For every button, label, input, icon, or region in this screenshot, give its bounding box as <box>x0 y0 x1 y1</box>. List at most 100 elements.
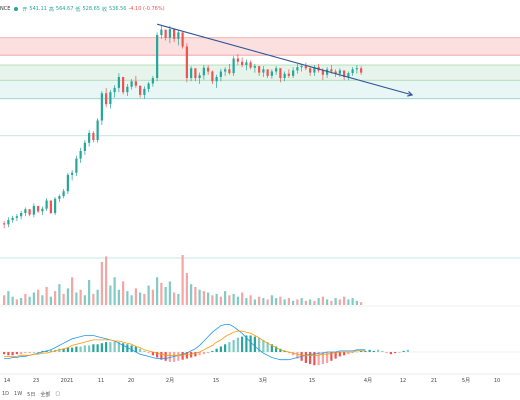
macd-histogram-bar <box>215 348 218 352</box>
volume-bar <box>24 293 27 305</box>
macd-histogram-bar <box>326 352 329 363</box>
x-tick-label: 4月 <box>364 378 372 384</box>
volume-bar <box>228 295 231 305</box>
macd-histogram-bar <box>151 352 154 356</box>
volume-bar <box>100 261 103 305</box>
macd-histogram-bar <box>224 344 227 352</box>
macd-histogram-bar <box>100 343 103 352</box>
candle-body <box>96 120 99 141</box>
candle-body <box>177 32 180 39</box>
volume-bar <box>113 277 116 305</box>
range-button-1[interactable]: 1D <box>2 391 10 397</box>
candle-body <box>338 70 341 74</box>
macd-histogram-bar <box>113 341 116 352</box>
candle-body <box>79 150 82 159</box>
candle-body <box>241 61 244 65</box>
x-tick-label: 2021 <box>61 378 74 384</box>
macd-histogram-bar <box>79 346 82 352</box>
macd-histogram-bar <box>185 352 188 359</box>
candle-body <box>360 68 363 73</box>
volume-bar <box>11 296 14 305</box>
candle-body <box>71 172 74 175</box>
candle-body <box>147 83 150 89</box>
macd-histogram-bar <box>372 350 375 352</box>
candle-body <box>100 93 103 121</box>
candle-body <box>83 142 86 151</box>
volume-bar <box>287 298 290 305</box>
macd-histogram-bar <box>173 352 176 362</box>
candle-body <box>321 70 324 75</box>
x-tick-label: 21 <box>431 378 437 384</box>
macd-histogram-bar <box>368 349 371 352</box>
x-tick-label: 11 <box>98 378 104 384</box>
candle-body <box>236 58 239 62</box>
candle-body <box>92 133 95 141</box>
macd-histogram-bar <box>71 347 74 352</box>
macd-histogram-bar <box>96 344 99 352</box>
macd-histogram-bar <box>377 349 380 352</box>
volume-bar <box>130 295 133 305</box>
range-button-4[interactable]: 全部 <box>40 391 51 398</box>
volume-bar <box>300 298 303 305</box>
volume-bar <box>262 298 265 305</box>
macd-histogram-bar <box>385 352 388 354</box>
quote-header: NCE 开 541.11 高 564.67 低 528.65 收 536.56 … <box>0 3 165 15</box>
macd-histogram-bar <box>15 352 18 355</box>
macd-histogram-bar <box>279 348 282 352</box>
candle-body <box>279 68 282 79</box>
volume-bar <box>32 292 35 305</box>
range-button-3[interactable]: 5日 <box>27 391 36 398</box>
candle-body <box>7 220 10 225</box>
volume-bar <box>194 286 197 305</box>
candle-body <box>134 81 137 86</box>
volume-bar <box>45 286 48 305</box>
volume-bar <box>58 284 61 305</box>
macd-histogram-bar <box>41 350 44 352</box>
volume-bar <box>185 273 188 305</box>
high-label: 高 <box>48 6 54 13</box>
candle-body <box>37 205 40 212</box>
candle-body <box>249 62 252 68</box>
macd-histogram-bar <box>236 337 239 352</box>
candle-body <box>334 71 337 74</box>
candle-body <box>313 67 316 73</box>
candle-body <box>45 200 48 209</box>
volume-bar <box>147 285 150 305</box>
macd-histogram-bar <box>321 352 324 365</box>
candle-body <box>202 67 205 76</box>
candle-body <box>198 75 201 79</box>
calendar-icon[interactable]: ▢ <box>55 391 61 397</box>
trendline <box>156 23 413 96</box>
macd-histogram-bar <box>92 344 95 352</box>
candle-body <box>270 71 273 76</box>
volume-bar <box>66 288 69 305</box>
macd-histogram-bar <box>177 352 180 361</box>
volume-bar <box>181 255 184 305</box>
macd-histogram-bar <box>198 352 201 356</box>
candle-body <box>262 69 265 73</box>
volume-bar <box>20 298 23 305</box>
open-label: 开 <box>22 6 28 13</box>
macd-histogram-bar <box>45 350 48 352</box>
volume-bar <box>62 293 65 305</box>
macd-histogram-bar <box>83 345 86 352</box>
candle-body <box>32 205 35 215</box>
range-button-2[interactable]: 1W <box>14 391 23 397</box>
candle-body <box>351 69 354 74</box>
macd-histogram-bar <box>117 342 120 352</box>
candle-body <box>28 209 31 215</box>
macd-histogram-bar <box>147 352 150 354</box>
macd-histogram-bar <box>139 348 142 352</box>
macd-histogram-bar <box>287 352 290 354</box>
macd-histogram-bar <box>249 335 252 352</box>
x-tick-label: 10 <box>494 378 500 384</box>
volume-bar <box>215 293 218 305</box>
macd-histogram-bar <box>360 350 363 352</box>
candle-body <box>130 81 133 87</box>
x-tick-label: 2月 <box>166 378 174 384</box>
candle-body <box>296 67 299 71</box>
macd-histogram-bar <box>253 336 256 352</box>
macd-histogram-bar <box>160 352 163 360</box>
macd-histogram-bar <box>49 349 52 352</box>
